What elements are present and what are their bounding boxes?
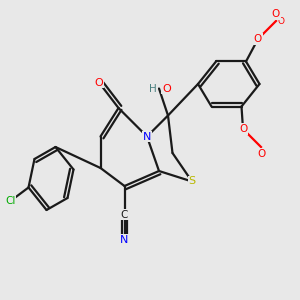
Text: S: S	[188, 176, 196, 187]
Text: O: O	[257, 149, 265, 159]
Text: C: C	[121, 209, 128, 220]
Text: O: O	[278, 16, 285, 26]
Text: O: O	[239, 124, 247, 134]
Text: O: O	[254, 34, 262, 44]
Text: Cl: Cl	[5, 196, 16, 206]
Text: O: O	[162, 83, 171, 94]
Text: H: H	[149, 83, 157, 94]
Text: N: N	[120, 235, 129, 245]
Text: O: O	[272, 9, 280, 19]
Text: N: N	[143, 131, 151, 142]
Text: O: O	[94, 77, 103, 88]
